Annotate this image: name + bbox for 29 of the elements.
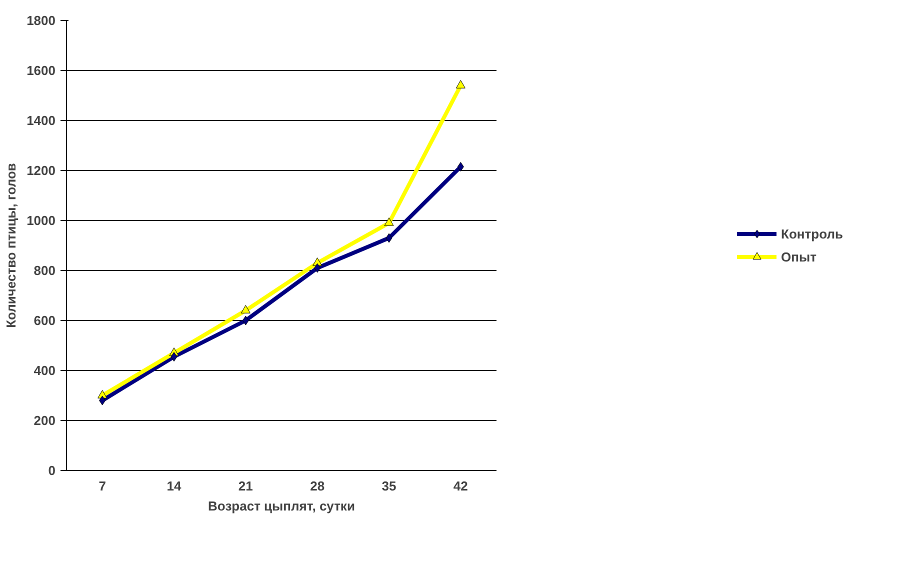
x-axis-title: Возраст цыплят, сутки xyxy=(208,498,355,514)
legend-label: Контроль xyxy=(781,226,843,241)
y-tick-label: 600 xyxy=(34,313,56,328)
y-tick-label: 200 xyxy=(34,413,56,428)
x-tick-label: 35 xyxy=(382,478,396,494)
point xyxy=(170,352,178,362)
y-tick-label: 800 xyxy=(34,263,56,278)
y-tick-label: 1400 xyxy=(26,113,56,128)
x-tick-label: 7 xyxy=(98,478,106,494)
y-tick-label: 0 xyxy=(48,463,56,478)
y-tick-label: 1600 xyxy=(26,63,56,78)
point xyxy=(314,263,321,273)
point xyxy=(384,218,394,226)
point xyxy=(240,305,250,314)
y-tick-label: 1800 xyxy=(26,13,56,28)
y-tick-label: 1000 xyxy=(26,213,56,228)
legend-label: Опыт xyxy=(781,249,816,264)
x-tick-label: 21 xyxy=(238,478,253,494)
x-tick-label: 42 xyxy=(453,478,468,494)
point xyxy=(457,162,464,172)
x-tick-label: 14 xyxy=(166,478,182,494)
point xyxy=(99,396,106,406)
point xyxy=(386,233,392,243)
y-tick-label: 1200 xyxy=(26,163,56,178)
x-tick-label: 28 xyxy=(310,478,325,494)
point xyxy=(456,80,466,88)
point xyxy=(242,316,249,326)
y-axis-title: Количество птицы, голов xyxy=(4,163,19,328)
y-tick-label: 400 xyxy=(34,363,56,378)
